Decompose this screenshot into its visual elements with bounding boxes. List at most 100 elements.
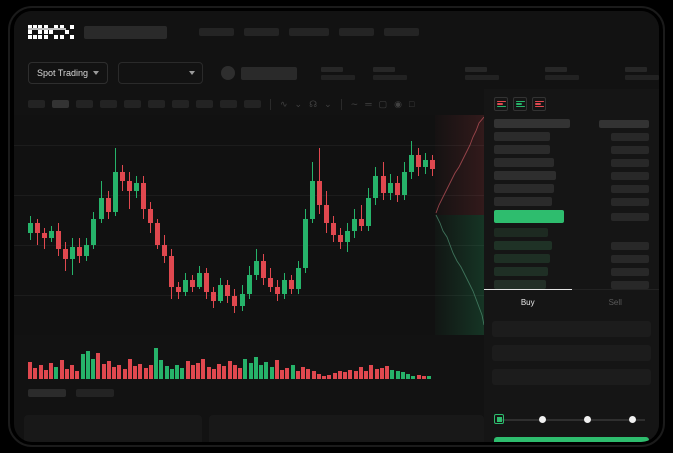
orderbook-bid-row[interactable]: [494, 241, 649, 250]
timeframe-3[interactable]: [76, 100, 93, 108]
volume-bar: [133, 366, 137, 379]
volume-bar: [406, 373, 410, 379]
slider-node-2[interactable]: [584, 415, 591, 423]
orderbook-bid-row[interactable]: [494, 267, 649, 276]
volume-bar: [337, 371, 342, 379]
volume-bar: [427, 376, 431, 379]
orderbook-bid-row[interactable]: [494, 280, 649, 289]
okx-logo-x: [60, 25, 74, 39]
slider-node-1[interactable]: [539, 415, 546, 423]
volume-bar: [211, 368, 216, 379]
timeframe-6[interactable]: [148, 100, 165, 108]
timeframe-4[interactable]: [100, 100, 117, 108]
volume-bar: [112, 367, 116, 379]
orderbook-highlighted-row[interactable]: [494, 210, 649, 223]
orderbook-header: [494, 119, 649, 128]
market-stat-4: [545, 66, 579, 80]
volume-bar: [180, 367, 185, 379]
orderbook-ask-row[interactable]: [494, 145, 649, 154]
camera-icon[interactable]: ▢: [378, 98, 388, 109]
volume-bar: [138, 363, 143, 379]
buy-sell-tabs: Buy Sell: [484, 289, 659, 315]
order-price-field[interactable]: [492, 321, 651, 337]
coin-avatar: [221, 66, 235, 80]
volume-bar: [259, 365, 263, 379]
volume-bar: [54, 367, 59, 379]
volume-bar: [127, 359, 132, 379]
volume-bar: [348, 369, 353, 379]
ruler-icon[interactable]: ═: [365, 98, 372, 109]
depth-chart-svg: [435, 115, 484, 335]
slider-node-3[interactable]: [629, 415, 636, 423]
orderbook-bid-row[interactable]: [494, 228, 649, 237]
timeframe-7[interactable]: [172, 100, 189, 108]
okx-logo-k: [44, 25, 58, 39]
order-amount-field[interactable]: [492, 345, 651, 361]
tab-sell[interactable]: Sell: [571, 289, 659, 315]
nav-item-3[interactable]: [289, 28, 329, 36]
timeframe-2[interactable]: [52, 100, 69, 108]
toolbar-divider-2: [340, 98, 342, 110]
volume-bar: [280, 369, 284, 379]
timeframe-10[interactable]: [244, 100, 261, 108]
orderbook-ask-row[interactable]: [494, 184, 649, 193]
volume-bar: [248, 362, 253, 379]
timeframe-8[interactable]: [196, 100, 213, 108]
volume-bar: [80, 353, 85, 379]
volume-bar: [49, 362, 53, 379]
volume-bar: [364, 371, 368, 379]
orderbook-sell-icon[interactable]: [532, 97, 546, 111]
volume-bar: [175, 364, 179, 379]
toolbar-divider: [270, 98, 271, 110]
orderbook-both-icon[interactable]: [494, 97, 508, 111]
market-type-label: Spot Trading: [37, 68, 89, 78]
candlestick-chart[interactable]: [14, 115, 484, 335]
nav-item-2[interactable]: [244, 28, 279, 36]
slider-node-0[interactable]: [494, 414, 504, 424]
timeframe-9[interactable]: [220, 100, 237, 108]
template-icon[interactable]: ☊: [309, 98, 318, 109]
global-search-input[interactable]: [84, 25, 167, 39]
slider-track: [498, 419, 645, 421]
bottom-panel-right[interactable]: [208, 415, 484, 442]
orderbook-ask-row[interactable]: [494, 132, 649, 141]
volume-bar: [390, 369, 395, 379]
volume-bar: [232, 364, 237, 379]
indicator-icon[interactable]: ∿: [280, 98, 288, 109]
orders-tab-1[interactable]: [28, 389, 66, 397]
line-chart-icon[interactable]: ∼: [350, 98, 359, 109]
trading-pair-selector[interactable]: [118, 62, 203, 84]
bottom-panel-left[interactable]: [24, 415, 202, 442]
volume-bar: [322, 375, 326, 379]
volume-bar: [269, 367, 274, 379]
market-type-selector[interactable]: Spot Trading: [28, 62, 109, 84]
volume-bar: [190, 365, 195, 379]
amount-percent-slider[interactable]: [494, 414, 649, 426]
orderbook-buy-icon[interactable]: [513, 97, 527, 111]
orderbook-bid-row[interactable]: [494, 254, 649, 263]
okx-logo[interactable]: [28, 25, 74, 39]
volume-bar: [43, 369, 48, 379]
volume-bar: [143, 367, 148, 379]
timeframe-1[interactable]: [28, 100, 45, 108]
timeframe-5[interactable]: [124, 100, 141, 108]
fullscreen-icon[interactable]: □: [408, 98, 415, 109]
nav-item-1[interactable]: [199, 28, 234, 36]
orderbook-ask-row[interactable]: [494, 158, 649, 167]
volume-bar: [353, 370, 358, 379]
volume-bar: [416, 374, 421, 379]
volume-bar: [400, 372, 405, 379]
submit-order-button[interactable]: [494, 437, 649, 442]
orders-tab-2[interactable]: [76, 389, 114, 397]
volume-bar: [159, 360, 164, 379]
tab-buy[interactable]: Buy: [484, 289, 572, 315]
compare-icon[interactable]: ⌄: [294, 98, 303, 109]
nav-item-4[interactable]: [339, 28, 374, 36]
settings-icon[interactable]: ◉: [394, 98, 402, 109]
chevron-down-icon[interactable]: ⌄: [324, 98, 332, 109]
order-total-field[interactable]: [492, 369, 651, 385]
volume-bar: [169, 368, 174, 379]
nav-item-5[interactable]: [384, 28, 419, 36]
orderbook-ask-row[interactable]: [494, 197, 649, 206]
orderbook-ask-row[interactable]: [494, 171, 649, 180]
